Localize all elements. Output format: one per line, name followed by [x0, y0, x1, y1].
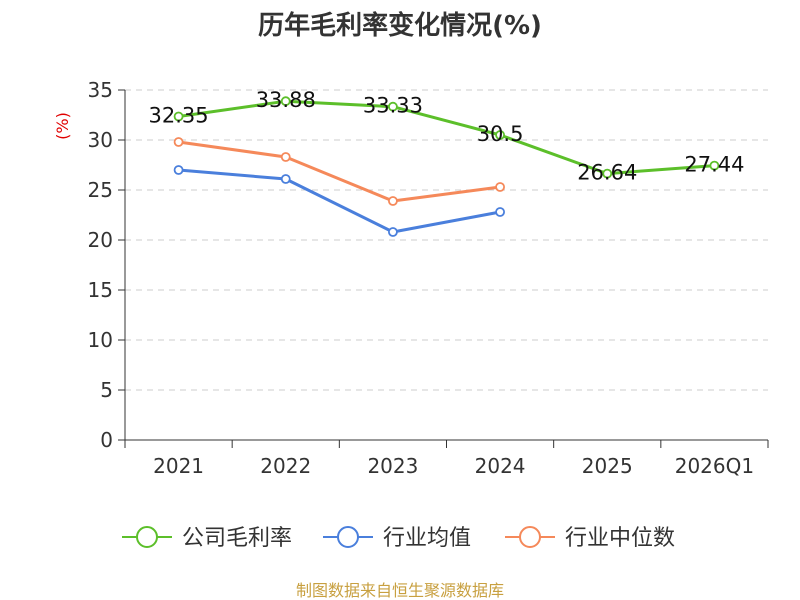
legend-label: 公司毛利率: [182, 526, 292, 551]
legend-label: 行业中位数: [565, 526, 675, 551]
chart-title: 历年毛利率变化情况(%): [258, 10, 542, 41]
series-group: [173, 96, 720, 237]
x-tick-label: 2024: [475, 454, 526, 478]
series-line: [178, 168, 501, 234]
x-tick-label: 2026Q1: [675, 454, 754, 478]
legend-marker: [519, 526, 541, 548]
legend-label: 行业均值: [383, 526, 471, 551]
x-tick-label: 2021: [153, 454, 204, 478]
data-point: [388, 196, 398, 206]
data-label: 33.88: [256, 88, 316, 112]
legend-marker: [136, 526, 158, 548]
y-tick-label: 20: [88, 228, 113, 252]
grid-lines: [125, 89, 768, 391]
y-tick-label: 35: [88, 78, 113, 102]
y-tick-label: 10: [88, 328, 113, 352]
series-line: [178, 99, 715, 176]
data-point: [495, 130, 505, 140]
y-tick-label: 25: [88, 178, 113, 202]
data-label: 33.33: [363, 94, 423, 118]
legend-marker: [337, 526, 359, 548]
y-tick-label: 15: [88, 278, 113, 302]
data-point: [280, 152, 291, 162]
y-axis-label: (%): [53, 112, 72, 140]
series-line: [178, 140, 501, 203]
legend: 公司毛利率 行业均值 行业中位数: [122, 526, 675, 551]
data-point: [388, 227, 398, 237]
data-point: [709, 160, 720, 171]
y-tick-label: 30: [88, 128, 113, 152]
data-point: [280, 174, 291, 184]
data-label: 30.5: [477, 122, 524, 146]
data-label: 32.35: [149, 104, 209, 128]
data-point: [495, 207, 505, 217]
data-point: [388, 101, 398, 112]
y-tick-label: 5: [100, 378, 113, 402]
data-point: [173, 137, 184, 147]
x-tick-label: 2025: [582, 454, 633, 478]
x-tick-label: 2022: [260, 454, 311, 478]
y-tick-label: 0: [100, 428, 113, 452]
data-label: 27.44: [684, 153, 744, 177]
data-point: [280, 96, 291, 107]
data-labels: 32.35 33.88 33.33 30.5 26.64 27.44: [149, 88, 745, 184]
data-point: [173, 165, 184, 175]
data-point: [173, 111, 184, 122]
source-note: 制图数据来自恒生聚源数据库: [296, 581, 504, 600]
data-point: [495, 182, 505, 192]
data-label: 26.64: [577, 161, 637, 185]
x-tick-label: 2023: [367, 454, 418, 478]
data-point: [602, 168, 613, 179]
